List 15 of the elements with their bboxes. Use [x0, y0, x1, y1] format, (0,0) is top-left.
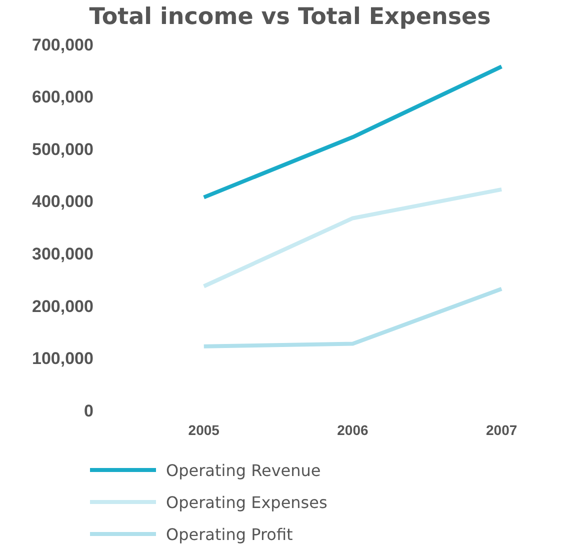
y-tick-label: 700,000: [32, 35, 94, 54]
y-tick-label: 0: [84, 401, 94, 420]
x-tick-label: 2006: [337, 422, 369, 438]
chart-title: Total income vs Total Expenses: [89, 4, 491, 30]
legend-label: Operating Profit: [166, 524, 293, 544]
x-tick-label: 2007: [486, 422, 518, 438]
y-tick-label: 100,000: [32, 349, 94, 368]
x-tick-label: 2005: [188, 422, 220, 438]
legend-label: Operating Expenses: [166, 492, 328, 512]
y-tick-label: 500,000: [32, 140, 94, 159]
y-tick-label: 200,000: [32, 296, 94, 316]
y-tick-label: 300,000: [32, 244, 94, 264]
y-tick-label: 400,000: [32, 192, 94, 212]
legend-label: Operating Revenue: [166, 460, 321, 480]
y-tick-label: 600,000: [32, 88, 94, 107]
